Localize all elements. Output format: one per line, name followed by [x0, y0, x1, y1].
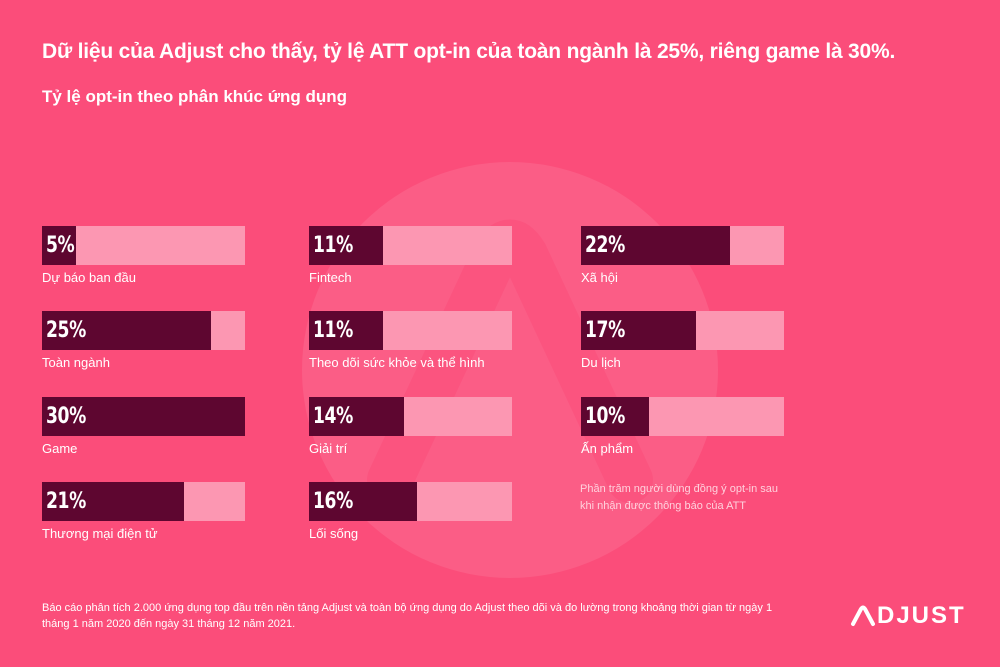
bar-item: 14% Giải trí [309, 397, 512, 461]
bar-fill [309, 482, 417, 521]
bar-value-label: 25% [46, 318, 86, 343]
bar-value-label: 11% [313, 318, 353, 343]
bar-value-label: 11% [313, 233, 353, 258]
logo-text: DJUST [877, 602, 966, 629]
bar-fill [581, 311, 696, 350]
bar-track: 11% [309, 226, 512, 265]
page-title: Dữ liệu của Adjust cho thấy, tỷ lệ ATT o… [42, 40, 896, 63]
bar-item: 10% Ấn phẩm [581, 397, 784, 461]
bar-fill [42, 226, 76, 265]
bar-value-label: 10% [585, 404, 625, 429]
bar-category-label: Thương mại điện tử [42, 526, 158, 541]
bar-category-label: Toàn ngành [42, 355, 110, 370]
bar-item: 17% Du lịch [581, 311, 784, 375]
bar-category-label: Theo dõi sức khỏe và thể hình [309, 355, 485, 370]
bar-track: 22% [581, 226, 784, 265]
bar-value-label: 14% [313, 404, 353, 429]
bar-value-label: 22% [585, 233, 625, 258]
bar-category-label: Fintech [309, 270, 352, 285]
bar-fill [309, 226, 383, 265]
adjust-a-logo-icon [851, 605, 875, 626]
bar-item: 22% Xã hội [581, 226, 784, 290]
bar-fill [42, 311, 211, 350]
bar-value-label: 21% [46, 489, 86, 514]
bar-fill [309, 311, 383, 350]
bar-track: 30% [42, 397, 245, 436]
bar-track: 11% [309, 311, 512, 350]
bar-category-label: Game [42, 441, 78, 456]
bar-item: 21% Thương mại điện tử [42, 482, 245, 546]
bar-fill [42, 482, 184, 521]
bar-fill [581, 226, 730, 265]
bar-fill [309, 397, 404, 436]
chart-subtitle: Tỷ lệ opt-in theo phân khúc ứng dụng [42, 87, 348, 106]
bar-track: 25% [42, 311, 245, 350]
bar-value-label: 17% [585, 318, 625, 343]
bar-item: 11% Theo dõi sức khỏe và thể hình [309, 311, 512, 375]
adjust-logo: DJUST [850, 602, 966, 630]
bar-item: 16% Lối sống [309, 482, 512, 546]
bar-category-label: Ấn phẩm [581, 441, 634, 456]
footnote: Báo cáo phân tích 2.000 ứng dụng top đầu… [42, 602, 773, 630]
bar-value-label: 16% [313, 489, 353, 514]
bar-track: 21% [42, 482, 245, 521]
bar-track: 14% [309, 397, 512, 436]
bar-value-label: 30% [46, 404, 86, 429]
bar-track: 17% [581, 311, 784, 350]
bar-fill [42, 397, 245, 436]
bar-track: 10% [581, 397, 784, 436]
bar-item: 5% Dự báo ban đầu [42, 226, 245, 290]
bar-item: 30% Game [42, 397, 245, 461]
bar-item: 11% Fintech [309, 226, 512, 290]
bar-category-label: Lối sống [309, 526, 359, 541]
legend-note: Phần trăm người dùng đồng ý opt-in sau k… [580, 483, 779, 512]
bar-category-label: Xã hội [581, 270, 618, 285]
bar-category-label: Dự báo ban đầu [42, 270, 136, 285]
bar-item: 25% Toàn ngành [42, 311, 245, 375]
bar-category-label: Giải trí [309, 441, 348, 456]
bar-track: 5% [42, 226, 245, 265]
bar-track: 16% [309, 482, 512, 521]
bar-value-label: 5% [46, 233, 75, 258]
bar-fill [581, 397, 649, 436]
bar-category-label: Du lịch [581, 355, 621, 370]
